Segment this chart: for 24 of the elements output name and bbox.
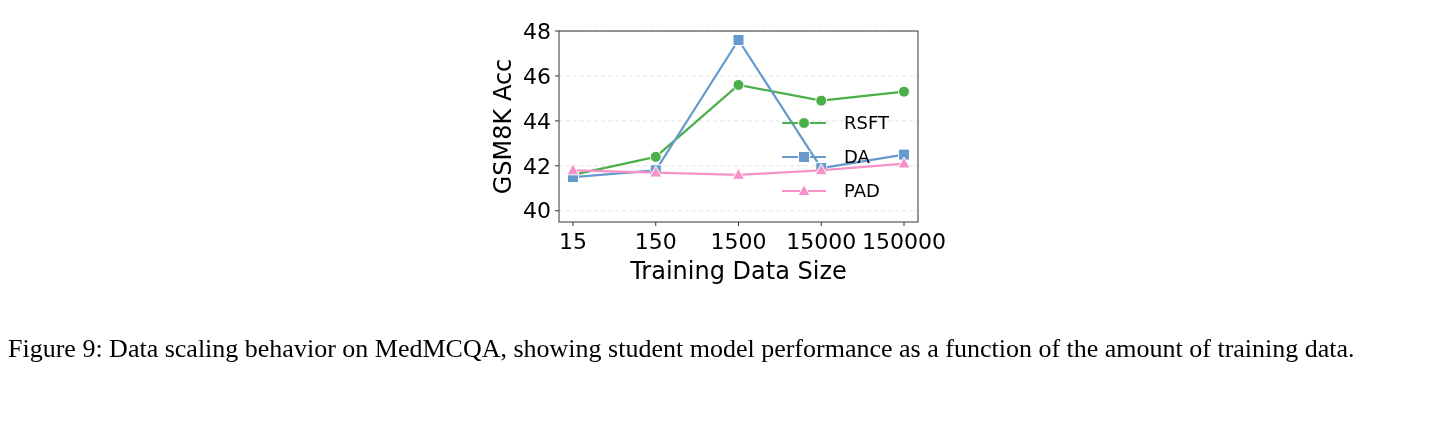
point: [566, 163, 580, 176]
legend-label: PAD: [844, 180, 880, 202]
legend-label: RSFT: [844, 112, 890, 134]
y-tick-label: 48: [523, 18, 551, 44]
point: [815, 94, 828, 107]
y-axis-title: GSM8K Acc: [489, 58, 517, 195]
x-tick-label: 15000: [786, 229, 857, 254]
x-tick-label: 150: [634, 229, 677, 254]
point: [649, 150, 662, 163]
x-axis-title: Training Data Size: [629, 257, 847, 285]
point: [898, 85, 910, 98]
caption: Figure 9: Data scaling behavior on MedMCQA, showing student model performance as a function of the amount of training data.: [8, 333, 1356, 364]
x-tick-label: 15: [559, 229, 587, 254]
point: [898, 148, 910, 161]
point: [897, 156, 911, 169]
point: [732, 78, 745, 91]
y-tick-label: 44: [523, 108, 551, 134]
legend-label: DA: [844, 146, 871, 168]
y-tick-label: 40: [523, 198, 551, 224]
y-tick-label: 42: [523, 153, 551, 179]
x-tick-label: 150000: [862, 229, 946, 254]
x-tick-label: 1500: [710, 229, 767, 254]
point: [732, 167, 745, 180]
y-tick-label: 46: [523, 63, 551, 89]
